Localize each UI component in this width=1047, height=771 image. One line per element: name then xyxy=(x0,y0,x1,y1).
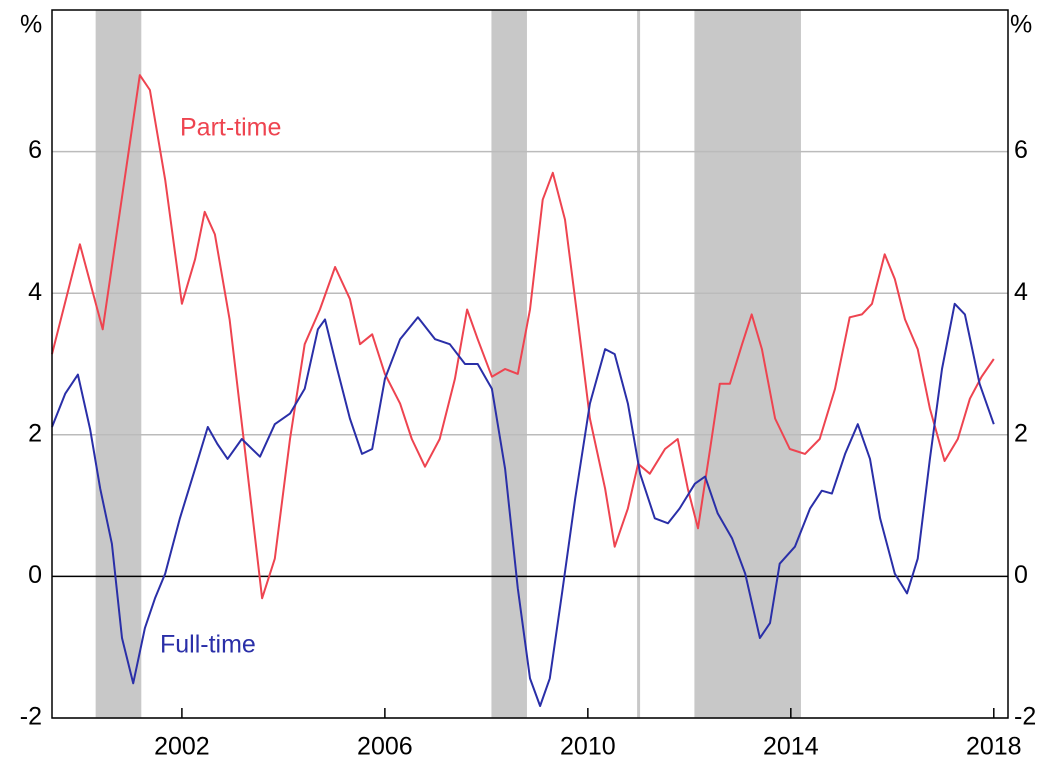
shaded-period xyxy=(694,10,801,718)
series-line xyxy=(51,74,995,600)
annotation: Full-time xyxy=(160,631,256,659)
y-tick-label-left: 0 xyxy=(28,561,42,589)
plot-frame xyxy=(51,9,1009,719)
y-tick-label-left: 2 xyxy=(28,419,42,447)
y-tick-label-left: -2 xyxy=(20,703,42,731)
y-tick-label-right: 2 xyxy=(1014,419,1028,447)
x-tick-label: 2014 xyxy=(763,733,819,761)
x-tick-label: 2010 xyxy=(560,733,616,761)
annotation: Part-time xyxy=(180,114,281,142)
shaded-period xyxy=(491,10,527,718)
y-tick-label-left: 6 xyxy=(28,136,42,164)
x-tick-label: 2018 xyxy=(966,733,1022,761)
y-unit-right: % xyxy=(1010,11,1032,39)
y-tick-label-right: 4 xyxy=(1014,278,1028,306)
x-tick-label: 2006 xyxy=(357,733,413,761)
series-line xyxy=(51,302,995,707)
y-tick-label-right: 6 xyxy=(1014,136,1028,164)
x-tick-label: 2002 xyxy=(154,733,210,761)
y-tick-label-right: -2 xyxy=(1014,703,1036,731)
y-tick-label-left: 4 xyxy=(28,278,42,306)
y-tick-label-right: 0 xyxy=(1014,561,1028,589)
y-unit-left: % xyxy=(20,11,42,39)
